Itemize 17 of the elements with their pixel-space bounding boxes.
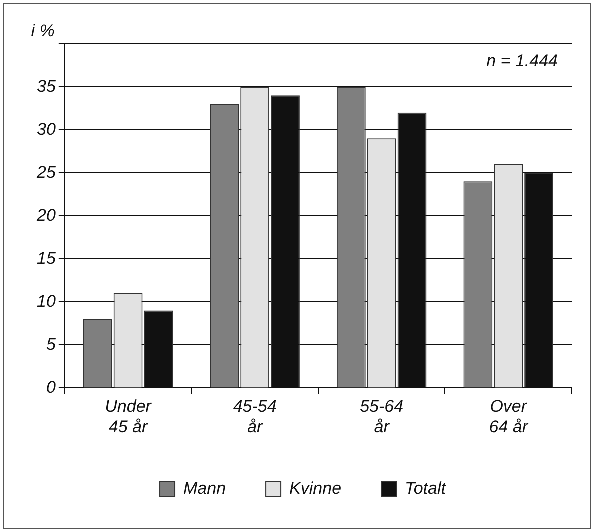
y-tick-label: 0 (46, 378, 56, 397)
legend-label: Kvinne (290, 479, 342, 498)
x-tick-label: Over 64 år (489, 397, 530, 437)
legend-label: Mann (184, 479, 226, 498)
y-axis-title: i % (31, 22, 55, 41)
y-tick-label: 30 (36, 120, 56, 139)
x-tick-label: 45-54 år (233, 397, 277, 437)
y-tick-label: 15 (36, 248, 56, 268)
y-tick-label: 5 (46, 334, 56, 354)
y-tick-label: 10 (36, 292, 56, 311)
legend-label: Totalt (405, 479, 448, 498)
y-tick-label: 35 (36, 76, 56, 96)
annotation: n = 1.444 (486, 52, 558, 71)
x-tick-label: Under 45 år (105, 397, 153, 437)
x-tick-label: 55-64 år (360, 397, 404, 437)
y-tick-label: 25 (36, 162, 56, 182)
y-tick-label: 20 (36, 206, 56, 225)
